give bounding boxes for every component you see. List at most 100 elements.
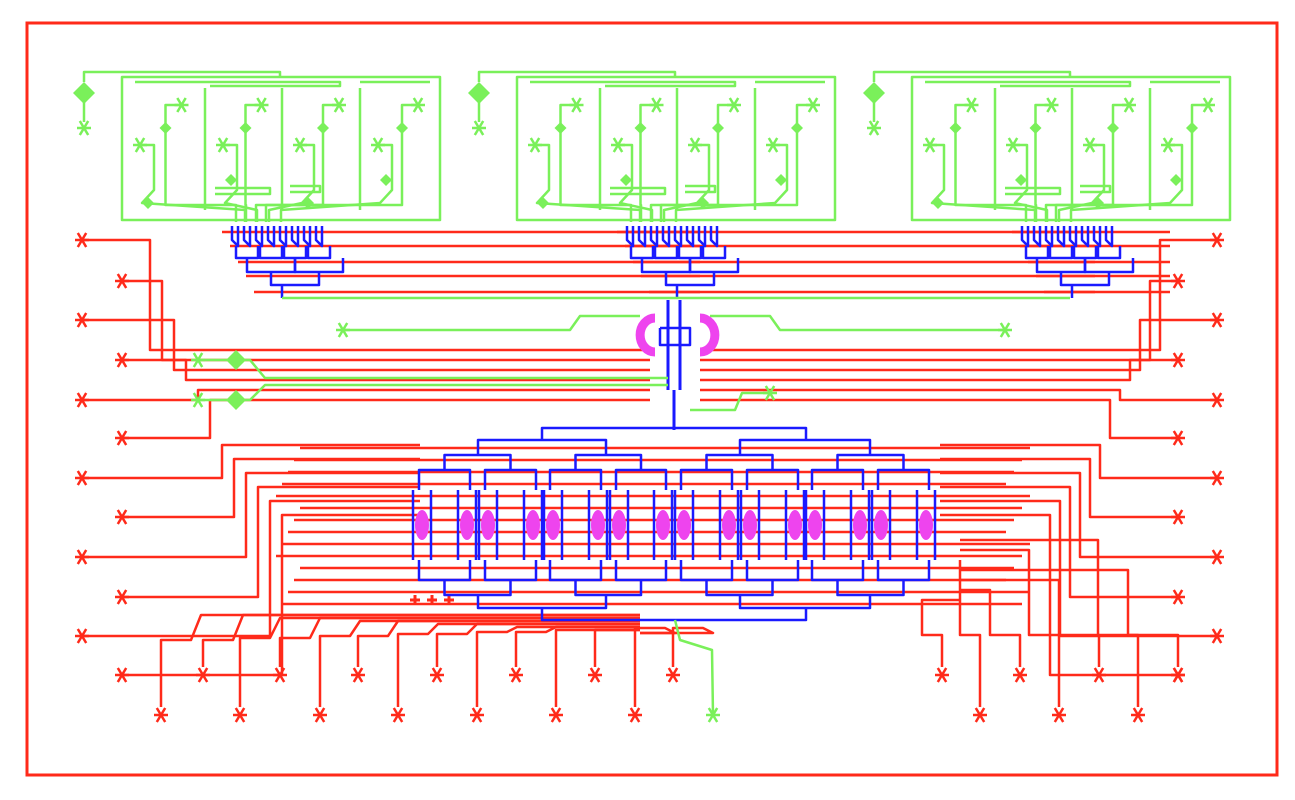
flow-channel: [264, 103, 418, 222]
control-line: [82, 443, 420, 480]
flow-channel: [673, 619, 715, 716]
reaction-chamber: [874, 510, 888, 540]
reaction-chamber: [481, 510, 495, 540]
reaction-chamber: [546, 510, 560, 540]
control-port-star: [666, 667, 680, 683]
mux-loop-bottom: [810, 560, 865, 582]
reaction-chamber: [415, 510, 429, 540]
mux-branch: [701, 246, 727, 260]
chip-border: [25, 21, 1279, 777]
mux-via: [1044, 226, 1054, 248]
flow-serpentine: [685, 184, 717, 194]
flow-serpentine: [1005, 186, 1062, 196]
flow-channel: [267, 143, 316, 222]
flow-port-star: [472, 120, 486, 136]
mux-via: [1080, 226, 1090, 248]
flow-serpentine: [610, 186, 667, 196]
alignment-mark: [410, 595, 420, 605]
control-line: [633, 626, 677, 707]
control-port-star: [1052, 707, 1066, 723]
mux-via: [1068, 226, 1078, 248]
flow-port-star: [336, 322, 350, 338]
control-line: [640, 626, 715, 667]
mux-via: [625, 226, 635, 248]
control-port-star: [973, 707, 987, 723]
control-line: [960, 538, 1140, 707]
mux-branch: [1059, 272, 1111, 287]
via-layer: [230, 226, 1135, 622]
flow-port-star: [763, 385, 777, 401]
control-port-star: [1171, 667, 1185, 683]
valve-diamond: [1015, 174, 1027, 186]
mux-via: [685, 226, 695, 248]
control-line: [159, 613, 640, 707]
control-line: [82, 499, 420, 638]
control-port-star: [1013, 667, 1027, 683]
mux-via: [302, 226, 312, 248]
control-port-star: [628, 707, 642, 723]
alignment-mark: [427, 595, 437, 605]
control-port-star: [588, 667, 602, 683]
control-port-star: [1092, 667, 1106, 683]
mux-branch: [664, 272, 716, 287]
flow-port-star: [706, 707, 720, 723]
mux-via: [1092, 226, 1102, 248]
flow-channel: [674, 143, 789, 222]
control-port-star: [549, 707, 563, 723]
control-port-star: [391, 707, 405, 723]
reaction-chamber: [722, 510, 736, 540]
mux-loop-bottom: [574, 580, 643, 597]
control-port-star: [935, 667, 949, 683]
mux-loop-bottom: [745, 560, 800, 582]
mux-loop-top: [443, 453, 512, 470]
mux-branch: [306, 246, 332, 260]
flow-layer: [73, 70, 1232, 723]
control-line: [700, 358, 1178, 382]
mux-via: [661, 226, 671, 248]
mux-branch: [688, 258, 740, 274]
flow-channel: [1054, 103, 1208, 222]
mux-loop-bottom: [614, 560, 668, 582]
mux-loop-bottom: [679, 560, 734, 582]
mux-loop-bottom: [876, 560, 931, 582]
control-port-star: [509, 667, 523, 683]
control-line: [700, 388, 1217, 402]
flow-serpentine: [290, 184, 322, 194]
control-line: [475, 625, 640, 707]
control-port-star: [430, 667, 444, 683]
control-line: [554, 628, 640, 707]
flow-channel-outer: [872, 70, 1232, 222]
flow-channel: [244, 103, 262, 222]
mux-via: [314, 226, 324, 248]
flow-channel: [198, 383, 668, 402]
control-line: [700, 398, 1178, 440]
control-line: [940, 443, 1217, 480]
control-line: [940, 485, 1178, 599]
mux-via: [242, 226, 252, 248]
control-line: [318, 619, 640, 707]
mux-branch: [640, 258, 692, 274]
control-line: [940, 513, 1178, 677]
control-line: [238, 616, 640, 707]
mux-branch: [1035, 258, 1087, 274]
flow-serpentine: [135, 80, 342, 88]
mux-via: [709, 226, 719, 248]
control-line: [920, 598, 960, 667]
chamber-layer: [415, 313, 933, 540]
mux-branch: [258, 246, 284, 260]
flow-channel-outer: [82, 70, 442, 222]
mux-branch: [1096, 246, 1122, 260]
mux-loop-bottom: [548, 560, 603, 582]
mux-loop-bottom: [417, 560, 472, 582]
mux-via: [649, 226, 659, 248]
flow-channel: [690, 391, 770, 412]
reaction-chamber: [808, 510, 822, 540]
mux-via: [697, 226, 707, 248]
reaction-chamber: [612, 510, 626, 540]
control-port-star: [1131, 707, 1145, 723]
mux-branch: [269, 272, 321, 287]
control-port-star: [470, 707, 484, 723]
control-line: [122, 485, 420, 599]
reaction-chamber: [743, 510, 757, 540]
control-port-star: [351, 667, 365, 683]
